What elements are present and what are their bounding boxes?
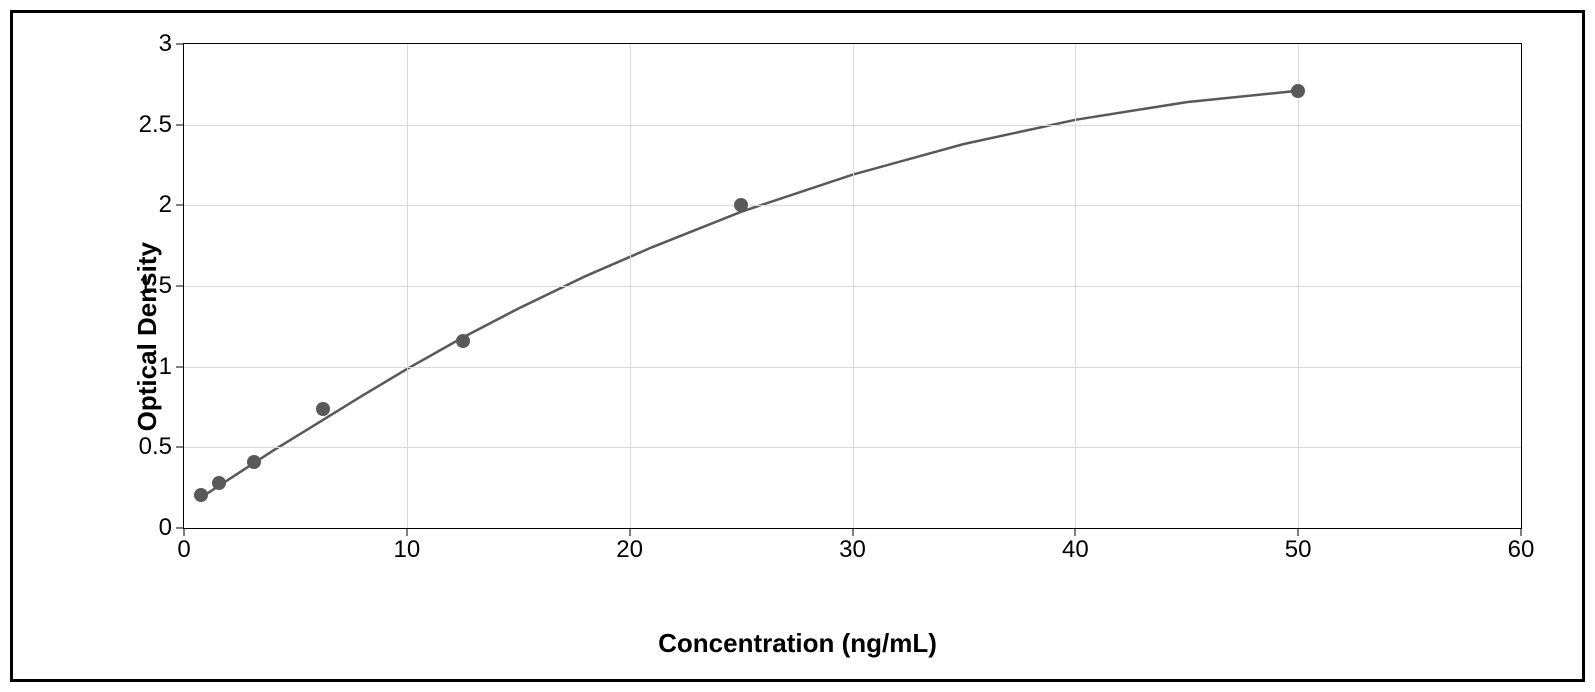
x-axis-label: Concentration (ng/mL) [658, 628, 937, 659]
y-tick-label: 0 [159, 514, 172, 542]
x-tick-mark [852, 528, 853, 536]
y-tick-mark [176, 124, 184, 125]
y-tick-mark [176, 447, 184, 448]
x-tick-mark [184, 528, 185, 536]
data-point [247, 455, 261, 469]
curve-path [201, 91, 1298, 498]
plot-container: 010203040506000.511.522.53 [183, 43, 1522, 569]
gridline-horizontal [184, 205, 1521, 206]
x-tick-mark [1521, 528, 1522, 536]
y-axis-label: Optical Density [132, 242, 163, 431]
x-tick-label: 50 [1285, 536, 1312, 564]
y-tick-label: 2 [159, 191, 172, 219]
data-point [1291, 84, 1305, 98]
x-tick-mark [1075, 528, 1076, 536]
x-tick-mark [406, 528, 407, 536]
chart-wrap: Optical Density Concentration (ng/mL) 01… [53, 33, 1542, 659]
plot-area: 010203040506000.511.522.53 [183, 43, 1522, 529]
y-tick-mark [176, 44, 184, 45]
y-tick-label: 0.5 [139, 433, 172, 461]
x-tick-label: 60 [1508, 536, 1535, 564]
x-tick-label: 10 [393, 536, 420, 564]
y-tick-mark [176, 528, 184, 529]
y-tick-mark [176, 366, 184, 367]
x-tick-label: 20 [616, 536, 643, 564]
y-tick-label: 3 [159, 30, 172, 58]
data-point [194, 488, 208, 502]
gridline-horizontal [184, 367, 1521, 368]
x-tick-mark [629, 528, 630, 536]
x-tick-label: 0 [177, 536, 190, 564]
data-point [734, 198, 748, 212]
data-point [212, 476, 226, 490]
chart-outer-frame: Optical Density Concentration (ng/mL) 01… [10, 10, 1585, 682]
gridline-horizontal [184, 286, 1521, 287]
x-tick-label: 30 [839, 536, 866, 564]
y-tick-label: 2.5 [139, 111, 172, 139]
y-tick-mark [176, 205, 184, 206]
x-tick-mark [1298, 528, 1299, 536]
y-tick-label: 1.5 [139, 272, 172, 300]
y-tick-label: 1 [159, 353, 172, 381]
gridline-horizontal [184, 125, 1521, 126]
y-tick-mark [176, 286, 184, 287]
gridline-horizontal [184, 447, 1521, 448]
data-point [456, 334, 470, 348]
data-point [316, 402, 330, 416]
x-tick-label: 40 [1062, 536, 1089, 564]
